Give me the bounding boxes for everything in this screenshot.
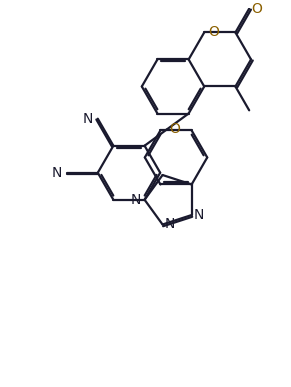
Text: N: N <box>164 217 175 231</box>
Text: O: O <box>208 26 219 39</box>
Text: O: O <box>251 2 262 15</box>
Text: N: N <box>83 112 93 126</box>
Text: N: N <box>131 193 141 207</box>
Text: O: O <box>169 122 180 136</box>
Text: N: N <box>194 208 204 222</box>
Text: N: N <box>52 166 62 180</box>
